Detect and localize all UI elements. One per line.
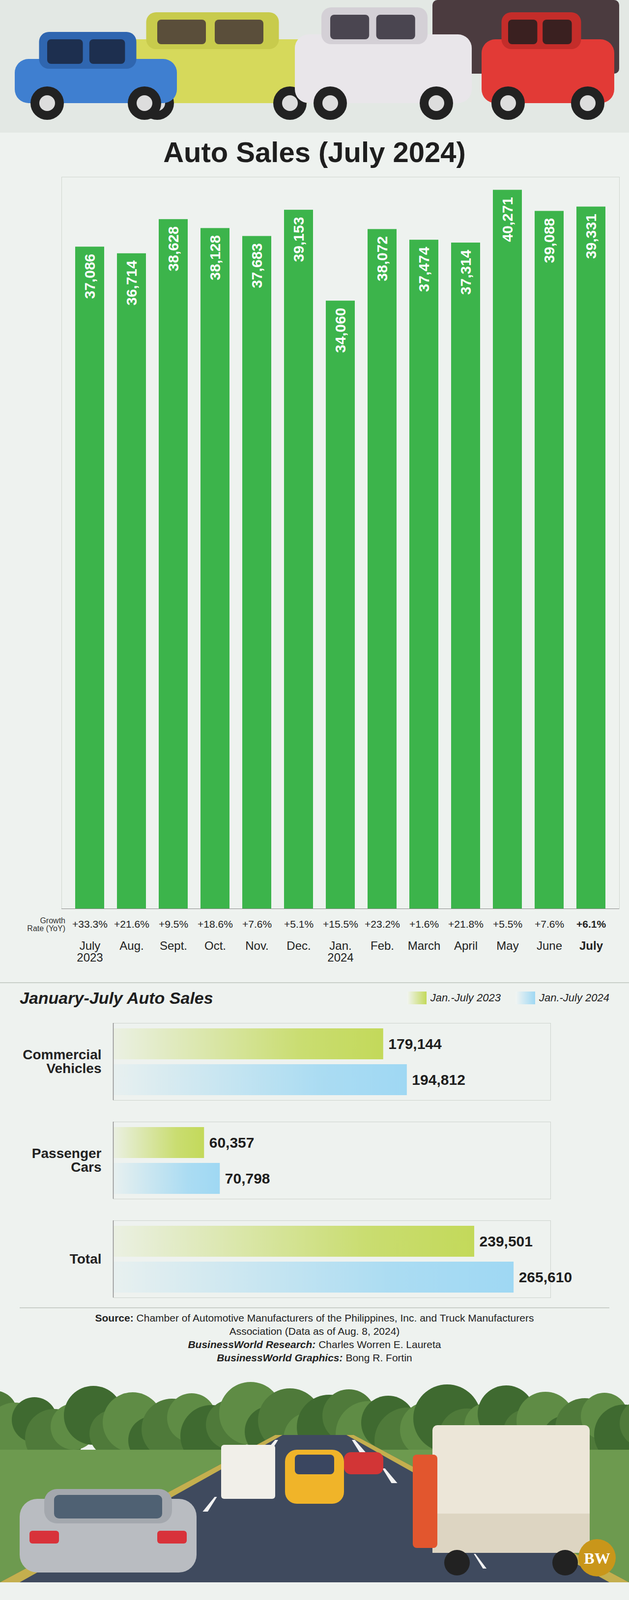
svg-text:36,714: 36,714 (123, 260, 140, 306)
svg-text:37,314: 37,314 (457, 249, 474, 295)
svg-text:+7.6%: +7.6% (534, 918, 565, 931)
svg-text:194,812: 194,812 (411, 1072, 465, 1089)
svg-text:38,072: 38,072 (373, 236, 391, 282)
svg-text:39,331: 39,331 (582, 213, 600, 259)
svg-text:March: March (407, 939, 441, 953)
html-text:BusinessWorld Research: Charle: BusinessWorld Research: Charles Worren E… (187, 1339, 442, 1351)
svg-text:40,271: 40,271 (499, 197, 516, 243)
html-text:Jan.-July 2023: Jan.-July 2023 (430, 992, 501, 1005)
html-text:Source: Chamber of Automotive: Source: Chamber of Automotive Manufactur… (95, 1313, 534, 1338)
svg-text:Aug.: Aug. (119, 939, 144, 953)
svg-text:37,683: 37,683 (248, 243, 265, 289)
svg-text:April: April (454, 939, 478, 953)
svg-text:Feb.: Feb. (370, 939, 395, 953)
svg-text:+9.5%: +9.5% (158, 918, 189, 931)
svg-text:39,153: 39,153 (290, 217, 307, 263)
svg-text:239,501: 239,501 (479, 1233, 533, 1251)
svg-text:70,798: 70,798 (225, 1171, 271, 1188)
svg-text:179,144: 179,144 (388, 1036, 442, 1053)
svg-text:+6.1%: +6.1% (576, 918, 606, 931)
svg-text:+33.3%: +33.3% (72, 918, 108, 931)
svg-text:+7.6%: +7.6% (242, 918, 272, 931)
svg-text:PassengerCars: PassengerCars (31, 1146, 102, 1176)
svg-text:37,474: 37,474 (415, 246, 432, 292)
svg-text:+5.1%: +5.1% (284, 918, 314, 931)
svg-text:39,088: 39,088 (541, 218, 558, 264)
svg-text:July2023: July2023 (76, 939, 103, 965)
svg-text:+21.8%: +21.8% (448, 918, 484, 931)
svg-text:Sept.: Sept. (159, 939, 188, 953)
svg-text:Dec.: Dec. (286, 939, 311, 953)
svg-text:BW: BW (583, 1550, 610, 1569)
html-text:Auto Sales (July 2024): Auto Sales (July 2024) (163, 136, 466, 169)
svg-text:+18.6%: +18.6% (197, 918, 233, 931)
svg-text:34,060: 34,060 (332, 308, 349, 354)
svg-text:+1.6%: +1.6% (409, 918, 439, 931)
svg-text:+23.2%: +23.2% (364, 918, 401, 931)
svg-text:60,357: 60,357 (209, 1135, 255, 1152)
svg-text:+5.5%: +5.5% (492, 918, 523, 931)
svg-text:May: May (496, 939, 519, 953)
svg-text:June: June (536, 939, 563, 953)
svg-text:38,128: 38,128 (206, 235, 224, 281)
svg-text:265,610: 265,610 (518, 1269, 572, 1287)
svg-text:July: July (579, 939, 604, 953)
svg-text:37,086: 37,086 (81, 254, 98, 300)
svg-text:GrowthRate (YoY): GrowthRate (YoY) (27, 916, 66, 934)
html-text:BusinessWorld Graphics: Bong R: BusinessWorld Graphics: Bong R. Fortin (216, 1352, 413, 1365)
svg-text:CommercialVehicles: CommercialVehicles (22, 1047, 102, 1077)
svg-text:+15.5%: +15.5% (322, 918, 359, 931)
svg-text:38,628: 38,628 (165, 226, 182, 272)
html-text:January-July Auto Sales: January-July Auto Sales (19, 988, 214, 1008)
svg-text:Oct.: Oct. (204, 939, 227, 953)
svg-text:Jan.2024: Jan.2024 (327, 939, 354, 965)
svg-text:Nov.: Nov. (245, 939, 269, 953)
html-text:Jan.-July 2024: Jan.-July 2024 (539, 992, 610, 1005)
svg-text:+21.6%: +21.6% (114, 918, 150, 931)
svg-text:Total: Total (69, 1252, 102, 1268)
